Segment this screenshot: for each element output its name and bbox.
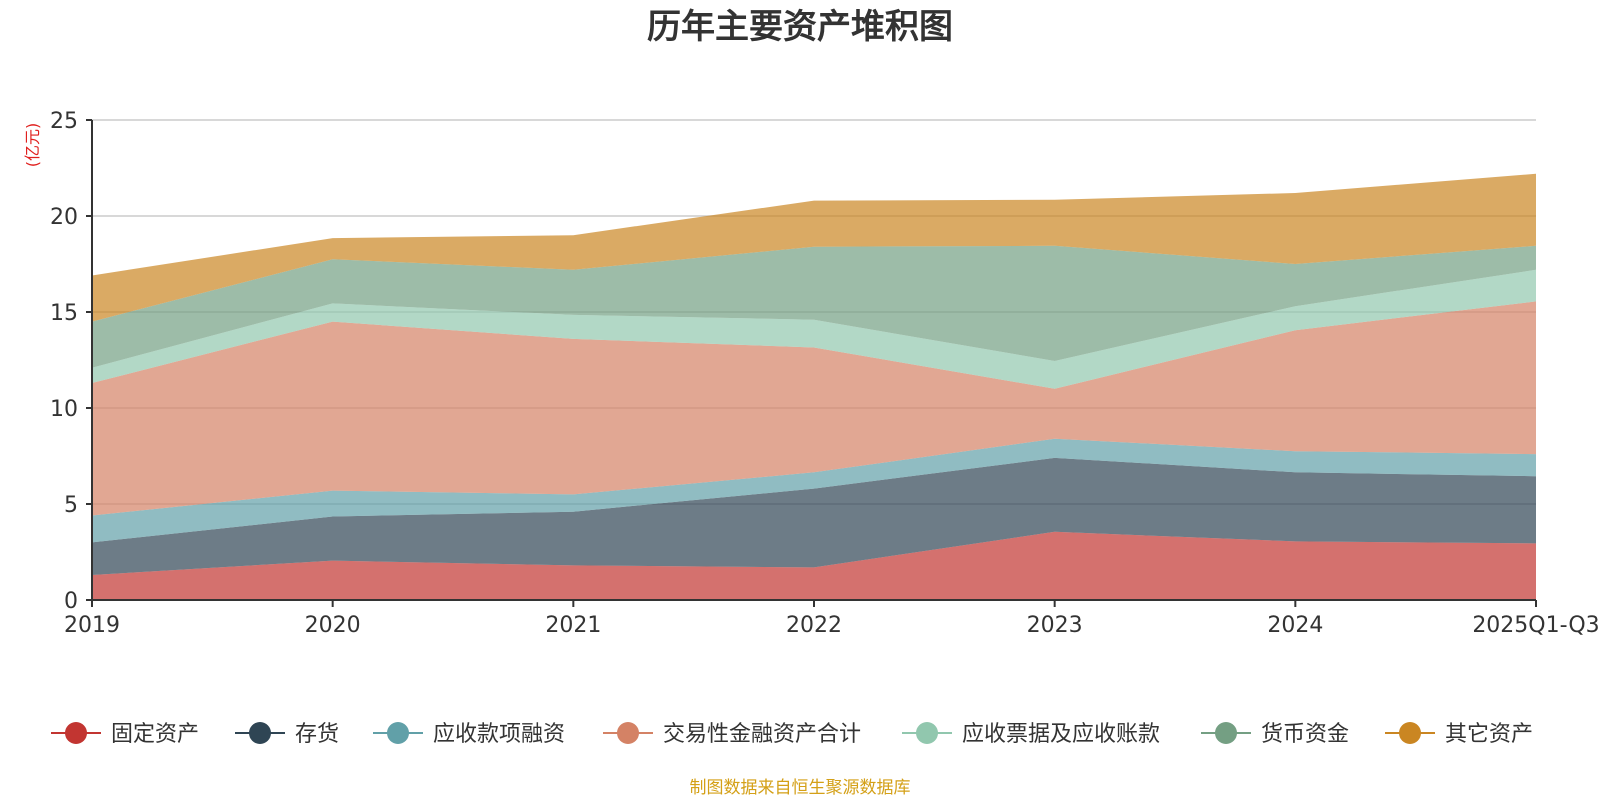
source-note: 制图数据来自恒生聚源数据库 [690, 778, 911, 798]
chart-title: 历年主要资产堆积图 [647, 7, 953, 47]
area-series-5[interactable] [92, 269, 1536, 389]
legend-label: 应收款项融资 [433, 722, 565, 747]
area-series-1[interactable] [92, 531, 1536, 600]
x-tick-label: 2022 [786, 613, 842, 638]
legend-item-6[interactable]: 货币资金 [1201, 722, 1349, 747]
area-series-7[interactable] [92, 173, 1536, 322]
legend-marker [387, 722, 409, 744]
legend-label: 交易性金融资产合计 [663, 722, 861, 747]
legend-marker [1399, 722, 1421, 744]
y-tick-label: 15 [50, 301, 78, 326]
y-tick-label: 20 [50, 205, 78, 230]
legend-item-3[interactable]: 应收款项融资 [373, 722, 565, 747]
area-series-3[interactable] [92, 438, 1536, 543]
y-axis-unit-label: (亿元) [23, 123, 42, 168]
legend-label: 其它资产 [1445, 722, 1533, 747]
legend-item-4[interactable]: 交易性金融资产合计 [603, 722, 861, 747]
x-tick-label: 2019 [64, 613, 120, 638]
legend-label: 固定资产 [111, 722, 199, 747]
x-tick-label: 2021 [545, 613, 601, 638]
legend-marker [916, 722, 938, 744]
legend-item-2[interactable]: 存货 [235, 722, 339, 747]
x-tick-label: 2020 [305, 613, 361, 638]
area-series-6[interactable] [92, 245, 1536, 368]
legend-label: 存货 [295, 722, 339, 747]
area-series-4[interactable] [92, 301, 1536, 516]
y-tick-label: 25 [50, 109, 78, 134]
legend-marker [249, 722, 271, 744]
legend-item-5[interactable]: 应收票据及应收账款 [902, 722, 1160, 747]
y-tick-label: 0 [64, 589, 78, 614]
area-series [92, 173, 1536, 600]
legend-marker [65, 722, 87, 744]
y-tick-label: 5 [64, 493, 78, 518]
x-tick-label: 2023 [1027, 613, 1083, 638]
legend-marker [1215, 722, 1237, 744]
x-tick-label: 2025Q1-Q3 [1472, 613, 1599, 638]
legend-marker [617, 722, 639, 744]
legend-item-1[interactable]: 固定资产 [51, 722, 199, 747]
x-tick-label: 2024 [1267, 613, 1323, 638]
axes: 0 5 10 15 20 25 2019 2020 2021 2022 2023 2024 2025Q1… [50, 109, 1600, 638]
legend[interactable]: 固定资产 存货 应收款项融资 交易性金融资产合计 应收票据及应收账款 货币资金 其它资产 [51, 722, 1533, 747]
y-tick-label: 10 [50, 397, 78, 422]
legend-label: 应收票据及应收账款 [962, 722, 1160, 747]
legend-item-7[interactable]: 其它资产 [1385, 722, 1533, 747]
area-series-2[interactable] [92, 457, 1536, 575]
legend-label: 货币资金 [1261, 722, 1349, 747]
